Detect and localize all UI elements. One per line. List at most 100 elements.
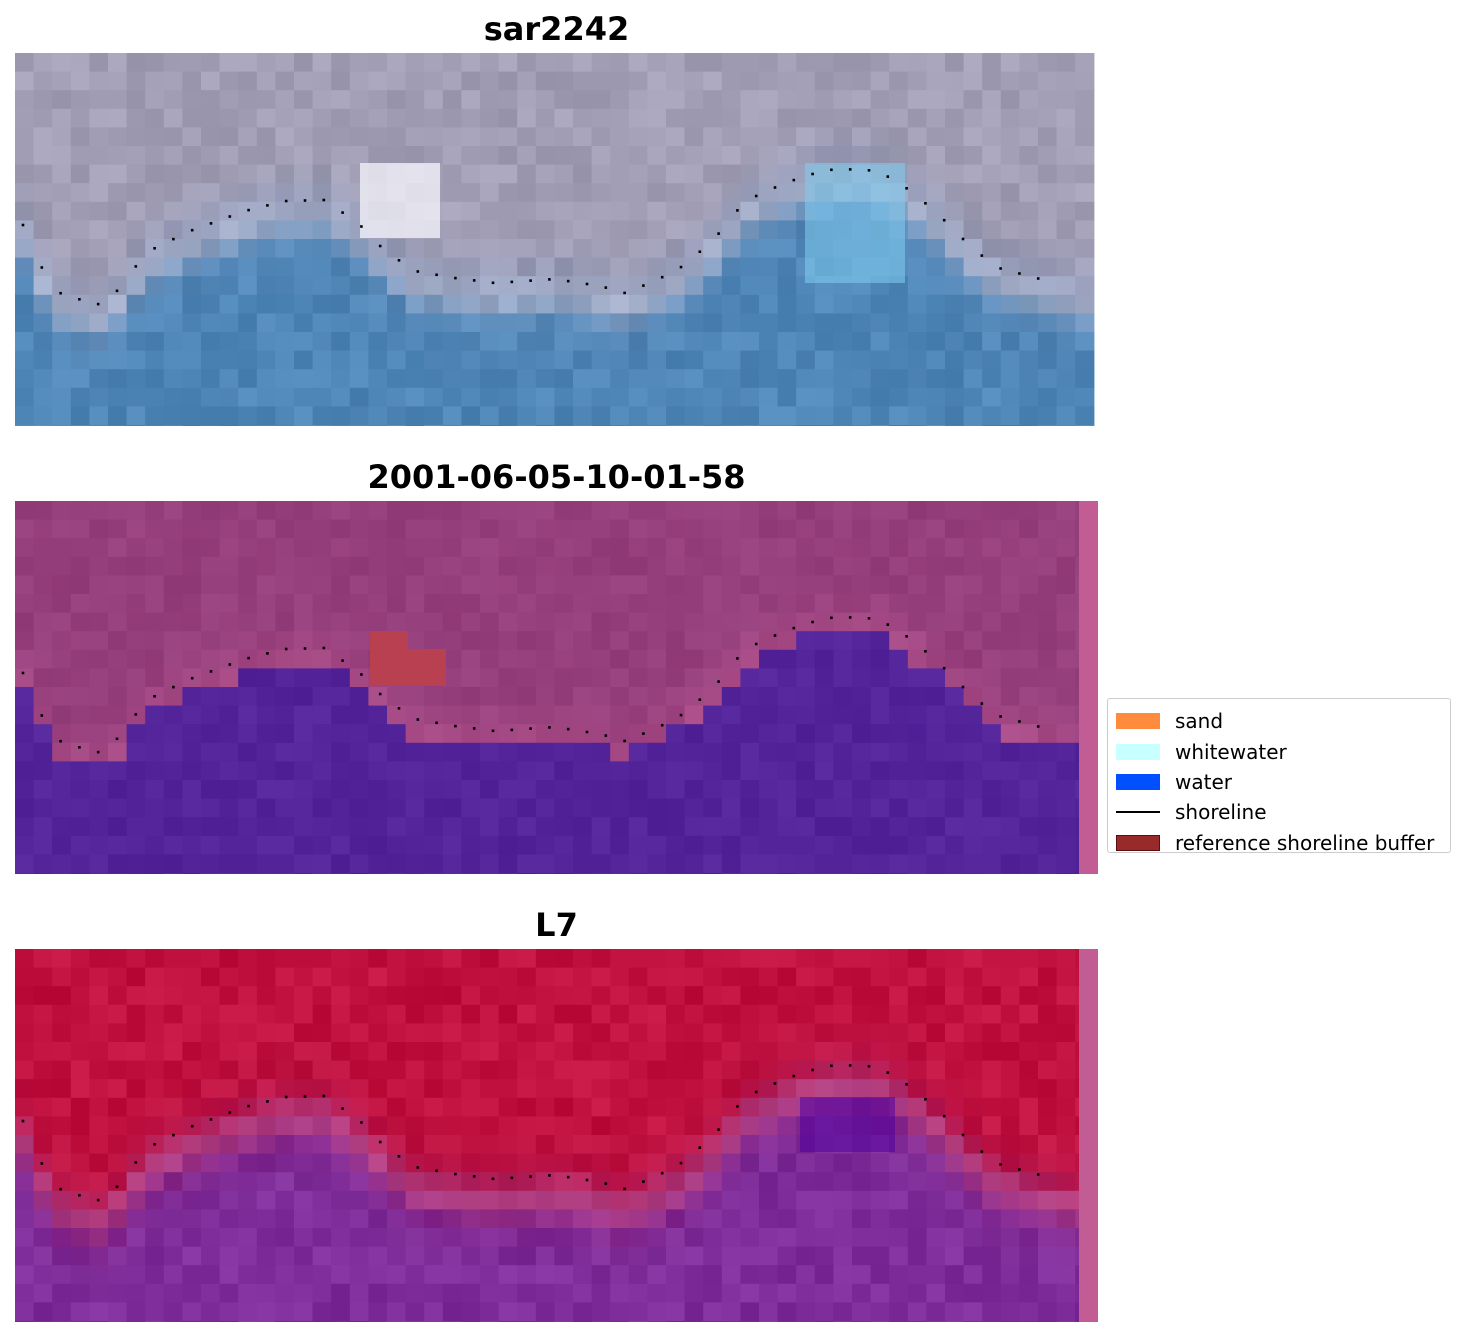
- image-pixel: [424, 687, 444, 707]
- image-pixel: [238, 798, 258, 818]
- image-pixel: [126, 1321, 146, 1322]
- image-pixel: [498, 687, 518, 707]
- image-pixel: [554, 986, 574, 1006]
- image-pixel: [424, 1042, 444, 1062]
- image-pixel: [591, 1283, 611, 1303]
- image-pixel: [182, 1209, 202, 1229]
- image-pixel: [926, 687, 946, 707]
- image-pixel: [238, 369, 258, 389]
- image-pixel: [610, 1135, 630, 1155]
- image-pixel: [480, 1246, 500, 1266]
- image-pixel: [926, 425, 946, 426]
- image-pixel: [145, 1042, 165, 1062]
- image-pixel: [1056, 742, 1076, 762]
- image-pixel: [628, 1042, 648, 1062]
- image-pixel: [1056, 631, 1076, 651]
- image-pixel: [963, 986, 983, 1006]
- image-pixel: [219, 501, 239, 521]
- image-pixel: [368, 71, 388, 91]
- image-pixel: [70, 146, 90, 166]
- shoreline-dot: [942, 666, 946, 670]
- image-pixel: [684, 835, 704, 855]
- image-pixel: [573, 1172, 593, 1192]
- image-pixel: [312, 53, 332, 73]
- image-pixel: [145, 164, 165, 184]
- image-pixel: [70, 108, 90, 128]
- image-pixel: [1056, 780, 1076, 800]
- image-pixel: [740, 1004, 760, 1024]
- image-pixel: [740, 705, 760, 725]
- image-pixel: [1019, 967, 1039, 987]
- image-pixel: [1000, 761, 1020, 781]
- image-pixel: [182, 406, 202, 426]
- image-pixel: [1038, 146, 1058, 166]
- shoreline-dot: [1018, 272, 1021, 275]
- image-pixel: [349, 90, 369, 110]
- shoreline-dot: [397, 259, 401, 262]
- image-pixel: [480, 556, 500, 576]
- shoreline-dot: [209, 1118, 213, 1121]
- image-pixel: [238, 71, 258, 91]
- image-pixel: [926, 1321, 946, 1322]
- image-pixel: [833, 350, 853, 370]
- image-pixel: [1000, 1228, 1020, 1248]
- image-pixel: [591, 705, 611, 725]
- image-pixel: [312, 538, 332, 558]
- shoreline-dot: [660, 1171, 664, 1175]
- image-pixel: [889, 1209, 909, 1229]
- image-pixel: [796, 146, 816, 166]
- image-pixel: [163, 1321, 183, 1322]
- image-pixel: [70, 575, 90, 595]
- image-pixel: [52, 967, 72, 987]
- image-pixel: [145, 313, 165, 333]
- image-pixel: [52, 201, 72, 221]
- image-pixel: [442, 705, 462, 725]
- image-pixel: [442, 425, 462, 426]
- image-pixel: [70, 1172, 90, 1192]
- image-pixel: [442, 1060, 462, 1080]
- image-pixel: [1056, 612, 1076, 632]
- image-pixel: [442, 649, 462, 669]
- image-pixel: [331, 90, 351, 110]
- image-pixel: [907, 761, 927, 781]
- image-pixel: [963, 406, 983, 426]
- image-pixel: [387, 724, 407, 744]
- image-pixel: [945, 780, 965, 800]
- image-pixel: [368, 724, 388, 744]
- image-pixel: [777, 53, 797, 73]
- image-pixel: [573, 332, 593, 352]
- shoreline-dots: [21, 616, 1040, 754]
- image-pixel: [535, 780, 555, 800]
- image-pixel: [1000, 687, 1020, 707]
- image-pixel: [126, 1079, 146, 1099]
- image-pixel: [1056, 71, 1076, 91]
- image-pixel: [963, 1209, 983, 1229]
- image-pixel: [387, 1097, 407, 1117]
- image-pixel: [554, 835, 574, 855]
- image-pixel: [1075, 53, 1095, 73]
- image-pixel: [796, 742, 816, 762]
- image-pixel: [647, 294, 667, 314]
- image-pixel: [89, 594, 109, 614]
- image-pixel: [945, 854, 965, 874]
- image-pixel: [424, 967, 444, 987]
- image-pixel: [182, 949, 202, 969]
- image-pixel: [442, 1079, 462, 1099]
- image-pixel: [517, 1283, 537, 1303]
- image-pixel: [33, 239, 53, 259]
- image-pixel: [256, 575, 276, 595]
- image-pixel: [368, 556, 388, 576]
- image-pixel: [1000, 1097, 1020, 1117]
- image-pixel: [294, 1079, 314, 1099]
- image-pixel: [163, 1097, 183, 1117]
- image-pixel: [907, 967, 927, 987]
- image-pixel: [535, 1265, 555, 1285]
- image-pixel: [926, 53, 946, 73]
- image-pixel: [907, 949, 927, 969]
- image-pixel: [759, 986, 779, 1006]
- image-pixel: [721, 220, 741, 240]
- image-pixel: [591, 780, 611, 800]
- image-pixel: [1000, 949, 1020, 969]
- image-pixel: [89, 538, 109, 558]
- image-pixel: [15, 575, 35, 595]
